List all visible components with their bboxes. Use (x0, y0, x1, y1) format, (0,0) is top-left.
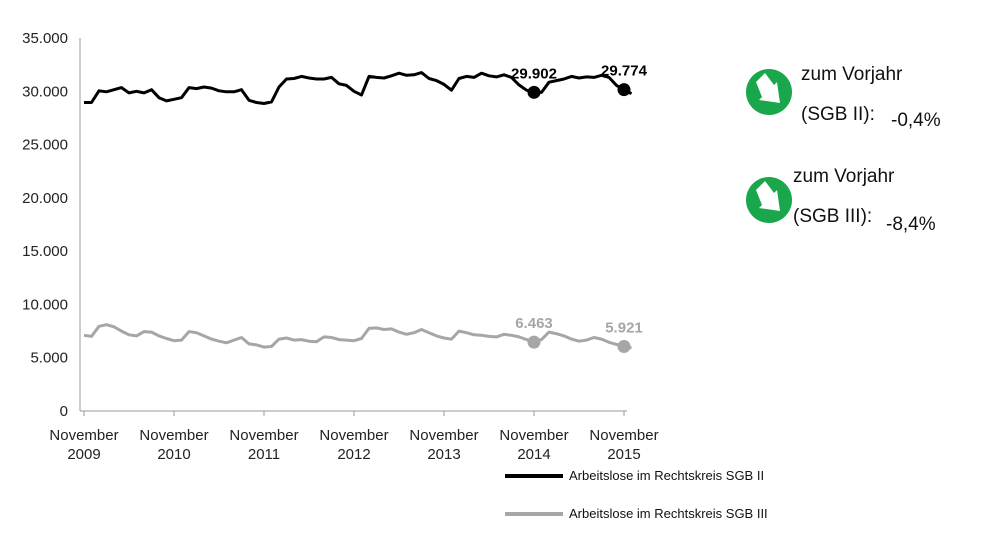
y-tick-label: 35.000 (22, 30, 68, 47)
data-point-marker (527, 85, 541, 99)
legend-item-sgb3: Arbeitslose im Rechtskreis SGB III (505, 506, 768, 521)
data-point-marker (527, 335, 541, 349)
x-tick-month: November (589, 427, 658, 444)
x-tick-month: November (409, 427, 478, 444)
x-tick-year: 2011 (248, 446, 280, 463)
data-label: 6.463 (515, 315, 553, 332)
marker-layer: 29.902 29.774 6.463 5.921 (511, 63, 648, 354)
x-tick-month: November (319, 427, 388, 444)
x-tick-label: November 2010 (139, 427, 208, 463)
down-arrow-icon (746, 69, 792, 115)
line-chart: 0 5.000 10.000 15.000 20.000 25.000 30.000 35.0… (22, 30, 659, 463)
y-tick-label: 0 (60, 403, 68, 420)
series-line-sgb3 (83, 323, 632, 350)
x-tick-month: November (229, 427, 298, 444)
y-tick-label: 15.000 (22, 243, 68, 260)
change-label-sgb3: zum Vorjahr (793, 166, 895, 187)
x-tick-year: 2013 (427, 446, 460, 463)
change-label-sgb2: zum Vorjahr (801, 64, 903, 85)
x-tick-label: November 2013 (409, 427, 478, 463)
y-tick-label: 5.000 (30, 350, 68, 367)
legend-swatch-sgb3 (505, 511, 563, 516)
down-arrow-icon (746, 177, 792, 223)
x-tick-month: November (499, 427, 568, 444)
legend-swatch-sgb2 (505, 473, 563, 478)
x-tick-label: November 2015 (589, 427, 658, 463)
x-tick-label: November 2014 (499, 427, 568, 463)
legend-item-sgb2: Arbeitslose im Rechtskreis SGB II (505, 468, 764, 483)
data-label: 29.774 (601, 63, 648, 80)
data-label: 29.902 (511, 65, 557, 82)
x-tick-label: November 2012 (319, 427, 388, 463)
x-tick-label: November 2011 (229, 427, 298, 463)
x-tick-year: 2012 (337, 446, 370, 463)
x-tick-month: November (139, 427, 208, 444)
change-scope-sgb3: (SGB III): (793, 206, 873, 227)
change-scope-sgb2: (SGB II): (801, 104, 875, 125)
change-value-sgb3: -8,4% (886, 214, 936, 235)
y-tick-label: 10.000 (22, 296, 68, 313)
series-layer (83, 71, 633, 350)
y-tick-label: 25.000 (22, 137, 68, 154)
x-tick-label: November 2009 (49, 427, 118, 463)
y-tick-label: 20.000 (22, 190, 68, 207)
y-tick-label: 30.000 (22, 83, 68, 100)
x-tick-year: 2014 (517, 446, 550, 463)
data-point-marker (617, 83, 631, 97)
y-axis: 0 5.000 10.000 15.000 20.000 25.000 30.000 35.0… (22, 30, 81, 420)
x-tick-year: 2015 (607, 446, 640, 463)
data-point-marker (617, 340, 631, 354)
legend-label-sgb2: Arbeitslose im Rechtskreis SGB II (569, 468, 765, 483)
x-tick-year: 2009 (67, 446, 100, 463)
legend-label-sgb3: Arbeitslose im Rechtskreis SGB III (569, 506, 768, 521)
x-tick-year: 2010 (157, 446, 190, 463)
change-value-sgb2: -0,4% (891, 110, 941, 131)
data-label: 5.921 (605, 320, 643, 337)
x-tick-month: November (49, 427, 118, 444)
